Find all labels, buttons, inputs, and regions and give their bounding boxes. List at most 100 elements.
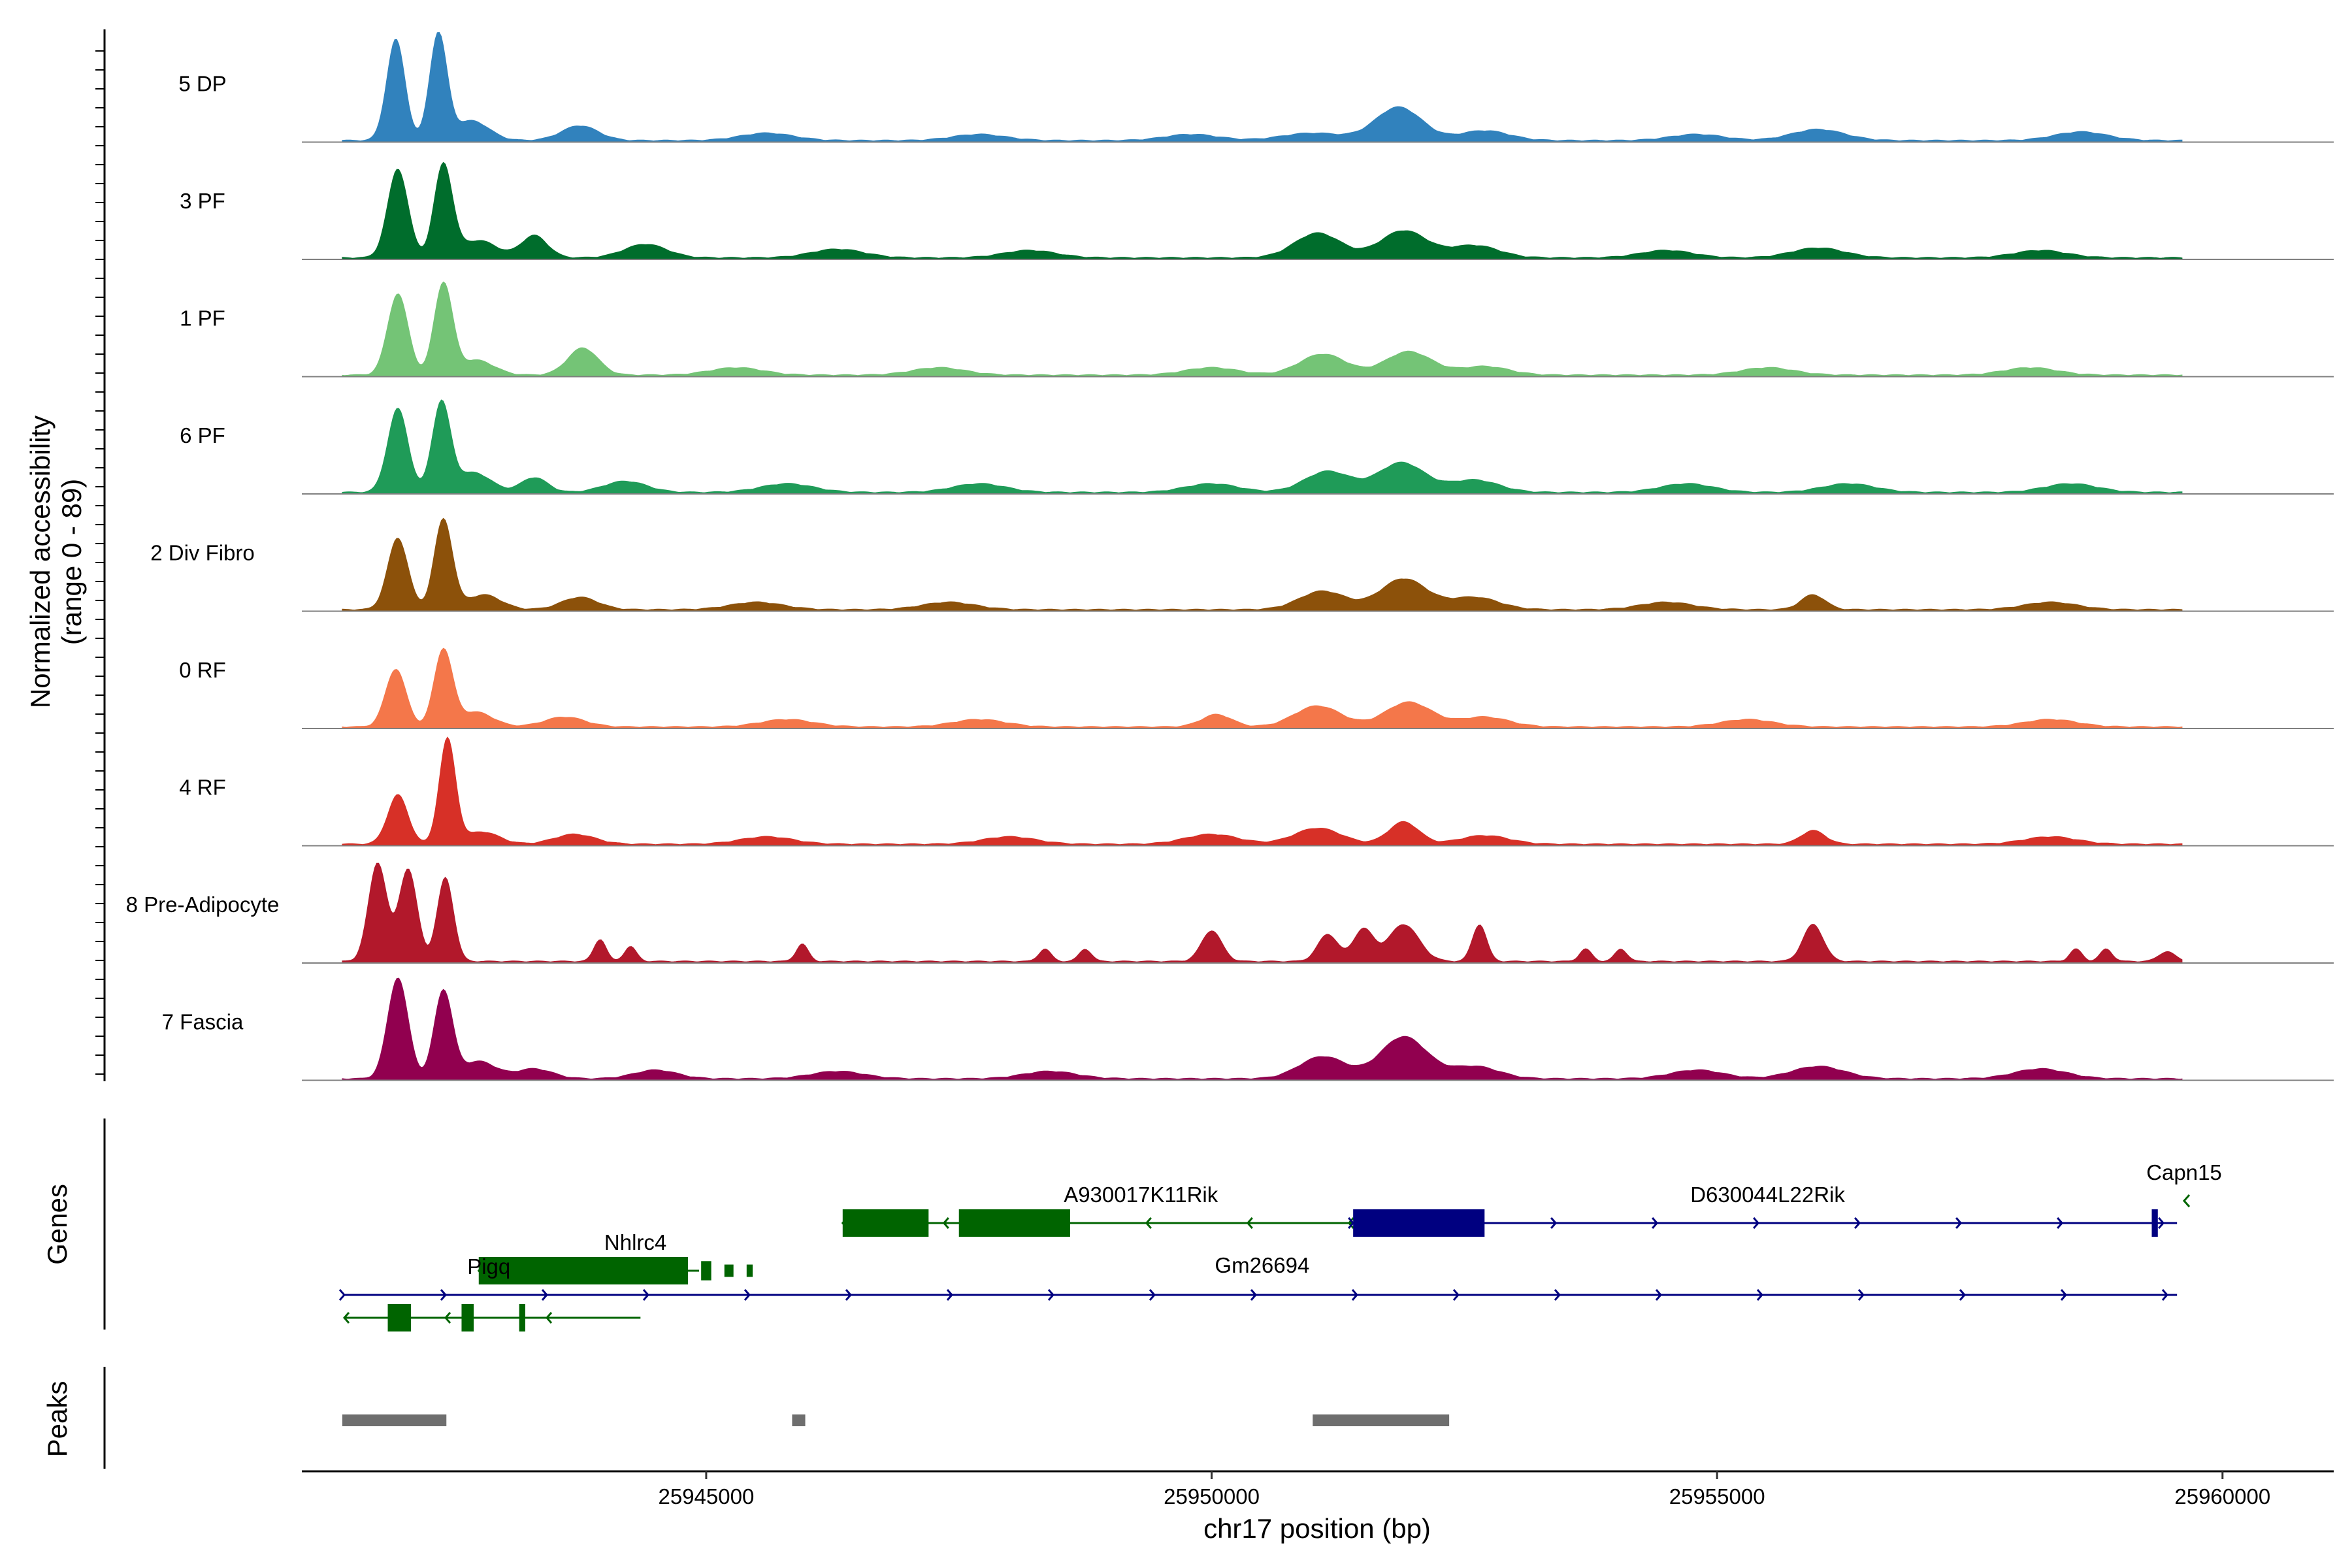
strand-arrow [1250,1289,1257,1301]
x-tick-label: 25960000 [2174,1484,2270,1509]
track-2-div-fibro: 2 Div Fibro [150,517,2334,612]
strand-arrow [1047,1289,1054,1301]
track-label: 2 Div Fibro [150,541,255,565]
y-axis-title: Normalized accessibility [25,416,56,708]
gene-label: A930017K11Rik [1064,1183,1218,1207]
genes-panel-title: Genes [42,1184,73,1265]
gene-nhlrc4: Nhlrc4 [477,1230,753,1284]
exon [519,1304,525,1331]
coverage-area [342,647,2183,729]
peaks-panel-title: Peaks [42,1381,73,1458]
strand-arrow [1857,1289,1865,1301]
strand-arrow [1452,1289,1460,1301]
track-label: 0 RF [179,658,226,682]
strand-arrow [1753,1217,1760,1229]
strand-arrow [2060,1289,2067,1301]
coverage-tracks: 5 DP 3 PF 1 PF 6 PF 2 Div Fibro 0 RF 4 RF 8 Pre… [126,31,2334,1081]
gene-label: Gm26694 [1215,1253,1309,1277]
gene-capn15: Capn15 [2146,1160,2222,1207]
strand-arrow [440,1289,447,1301]
exon [842,1209,929,1237]
gene-gm26694: Gm26694 [1215,1217,1467,1277]
track-5-dp: 5 DP [178,31,2334,143]
strand-arrow [1145,1217,1152,1229]
track-label: 5 DP [178,72,226,96]
exon [1353,1209,1485,1237]
strand-arrow [2182,1194,2191,1207]
exon [2151,1209,2158,1237]
coverage-area [342,399,2183,495]
track-label: 8 Pre-Adipocyte [126,892,280,917]
strand-arrow [942,1217,949,1229]
strand-arrow [1652,1217,1659,1229]
track-3-pf: 3 PF [180,161,2334,260]
peak-bar [792,1414,806,1426]
track-label: 4 RF [179,776,226,800]
track-0-rf: 0 RF [179,647,2334,729]
strand-arrow [2057,1217,2064,1229]
strand-arrow [1348,1217,1355,1229]
coverage-area [342,161,2183,260]
strand-arrow [1351,1289,1358,1301]
x-tick-label: 25945000 [658,1484,754,1509]
track-label: 7 Fascia [162,1010,244,1034]
strand-arrow [1959,1289,1966,1301]
gene-label: D630044L22Rik [1690,1183,1845,1207]
gene-d630044l22rik: D630044L22Rik [1348,1183,2178,1237]
gene-label: Nhlrc4 [604,1230,666,1254]
peak-bar [1313,1414,1450,1426]
strand-arrow [946,1289,953,1301]
strand-arrow [845,1289,852,1301]
gene-models: Nhlrc4 A930017K11Rik Gm26694 D630044L22Rik C… [338,1160,2222,1331]
strand-arrow [541,1289,548,1301]
peak-bar [342,1414,447,1426]
coverage-area [342,281,2183,377]
exon [724,1264,734,1277]
strand-arrow [444,1312,451,1324]
track-8-pre-adipocyte: 8 Pre-Adipocyte [126,862,2334,964]
y-axis-range: (range 0 - 89) [56,479,87,645]
gene-pigq [342,1304,641,1331]
strand-arrow [642,1289,649,1301]
exon [701,1261,711,1281]
track-4-rf: 4 RF [179,736,2334,847]
strand-arrow [545,1312,553,1324]
gene-label: Capn15 [2146,1160,2222,1184]
peak-regions [342,1414,1450,1426]
gene-pigq: Pigq [338,1254,2178,1301]
coverage-area [342,736,2183,846]
strand-arrow [743,1289,751,1301]
x-tick-label: 25950000 [1164,1484,1260,1509]
strand-arrow [1550,1217,1558,1229]
coverage-area [342,862,2183,964]
strand-arrow [1246,1217,1253,1229]
track-label: 3 PF [180,189,225,213]
track-1-pf: 1 PF [180,281,2334,378]
track-label: 1 PF [180,306,225,331]
strand-arrow [1854,1217,1861,1229]
coverage-area [342,31,2183,142]
strand-arrow [1655,1289,1662,1301]
track-label: 6 PF [180,423,225,448]
gene-label: Pigq [467,1254,510,1279]
strand-arrow [2161,1289,2168,1301]
coverage-area [342,977,2183,1081]
x-axis-title: chr17 position (bp) [1203,1513,1431,1544]
exon [478,1257,689,1284]
track-7-fascia: 7 Fascia [162,977,2334,1081]
strand-arrow [1554,1289,1561,1301]
strand-arrow [338,1289,346,1301]
exon [387,1304,412,1331]
track-6-pf: 6 PF [180,399,2334,495]
exon [746,1264,753,1277]
x-axis-ticks: 25945000 25950000 25955000 25960000 [658,1471,2270,1509]
exon [958,1209,1070,1237]
coverage-area [342,517,2183,612]
strand-arrow [1347,1217,1354,1229]
strand-arrow [1149,1289,1156,1301]
strand-arrow [2158,1217,2165,1229]
strand-arrow [1756,1289,1763,1301]
exon [461,1304,474,1331]
accessibility-axis [95,29,106,1081]
